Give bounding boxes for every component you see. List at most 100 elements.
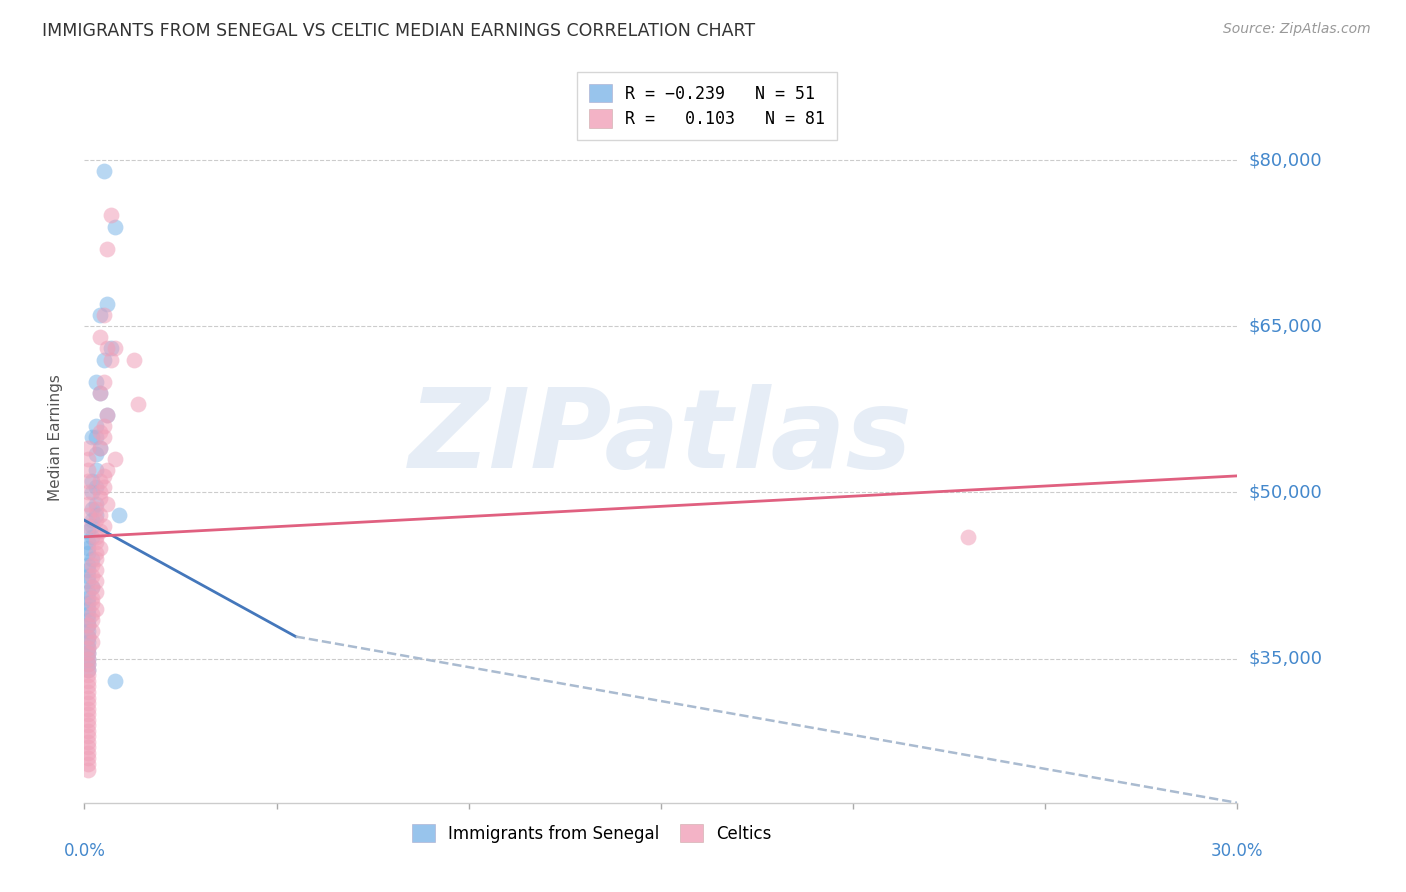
Point xyxy=(89,491,111,505)
Point xyxy=(104,452,127,467)
Point xyxy=(84,508,107,522)
Point xyxy=(93,164,115,178)
Point xyxy=(77,541,100,555)
Point xyxy=(84,552,107,566)
Point xyxy=(84,602,107,616)
Point xyxy=(89,475,111,489)
Text: Median Earnings: Median Earnings xyxy=(48,374,63,500)
Point xyxy=(84,502,107,516)
Point xyxy=(80,518,103,533)
Point xyxy=(77,463,100,477)
Point xyxy=(93,352,115,367)
Point xyxy=(77,596,100,610)
Point xyxy=(80,558,103,572)
Point xyxy=(77,535,100,549)
Point xyxy=(96,408,118,422)
Text: Source: ZipAtlas.com: Source: ZipAtlas.com xyxy=(1223,22,1371,37)
Point xyxy=(124,352,146,367)
Point xyxy=(77,657,100,672)
Point xyxy=(89,441,111,455)
Point xyxy=(93,308,115,322)
Point xyxy=(100,342,122,356)
Point xyxy=(80,596,103,610)
Point xyxy=(77,696,100,710)
Point xyxy=(80,580,103,594)
Point xyxy=(104,673,127,688)
Point xyxy=(84,430,107,444)
Point xyxy=(77,602,100,616)
Text: 0.0%: 0.0% xyxy=(63,842,105,860)
Point xyxy=(84,497,107,511)
Point xyxy=(96,463,118,477)
Point xyxy=(96,408,118,422)
Point xyxy=(77,613,100,627)
Point xyxy=(77,729,100,743)
Text: $50,000: $50,000 xyxy=(1249,483,1322,501)
Point xyxy=(84,447,107,461)
Point xyxy=(77,546,100,560)
Point xyxy=(93,518,115,533)
Point xyxy=(84,530,107,544)
Point xyxy=(93,480,115,494)
Point xyxy=(77,651,100,665)
Point xyxy=(89,385,111,400)
Legend: Immigrants from Senegal, Celtics: Immigrants from Senegal, Celtics xyxy=(405,817,779,849)
Point xyxy=(77,685,100,699)
Point xyxy=(84,574,107,589)
Point xyxy=(77,646,100,660)
Point xyxy=(96,297,118,311)
Point xyxy=(80,568,103,582)
Point xyxy=(77,657,100,672)
Point xyxy=(80,475,103,489)
Point xyxy=(77,563,100,577)
Point xyxy=(77,673,100,688)
Point xyxy=(100,352,122,367)
Text: $35,000: $35,000 xyxy=(1249,649,1323,668)
Point xyxy=(89,524,111,539)
Point xyxy=(77,635,100,649)
Point xyxy=(77,452,100,467)
Point xyxy=(77,663,100,677)
Point xyxy=(89,385,111,400)
Point xyxy=(77,718,100,732)
Point xyxy=(93,468,115,483)
Point xyxy=(80,624,103,638)
Point xyxy=(77,757,100,772)
Point xyxy=(77,640,100,655)
Point xyxy=(84,375,107,389)
Point xyxy=(96,497,118,511)
Point xyxy=(77,558,100,572)
Point xyxy=(77,485,100,500)
Point xyxy=(77,618,100,632)
Point xyxy=(84,563,107,577)
Point xyxy=(77,630,100,644)
Point xyxy=(77,618,100,632)
Point xyxy=(77,668,100,682)
Point xyxy=(96,242,118,256)
Point xyxy=(77,723,100,738)
Point xyxy=(77,441,100,455)
Point xyxy=(89,330,111,344)
Point xyxy=(77,568,100,582)
Point xyxy=(77,663,100,677)
Point xyxy=(80,530,103,544)
Point xyxy=(77,701,100,715)
Point xyxy=(104,342,127,356)
Point xyxy=(77,585,100,599)
Point xyxy=(80,613,103,627)
Point xyxy=(77,713,100,727)
Point xyxy=(108,508,131,522)
Point xyxy=(80,580,103,594)
Point xyxy=(77,475,100,489)
Point xyxy=(93,430,115,444)
Point xyxy=(80,607,103,622)
Point xyxy=(77,646,100,660)
Point xyxy=(100,209,122,223)
Point xyxy=(127,397,149,411)
Point xyxy=(80,502,103,516)
Point xyxy=(89,425,111,439)
Point xyxy=(77,651,100,665)
Point xyxy=(77,607,100,622)
Point xyxy=(77,497,100,511)
Point xyxy=(80,430,103,444)
